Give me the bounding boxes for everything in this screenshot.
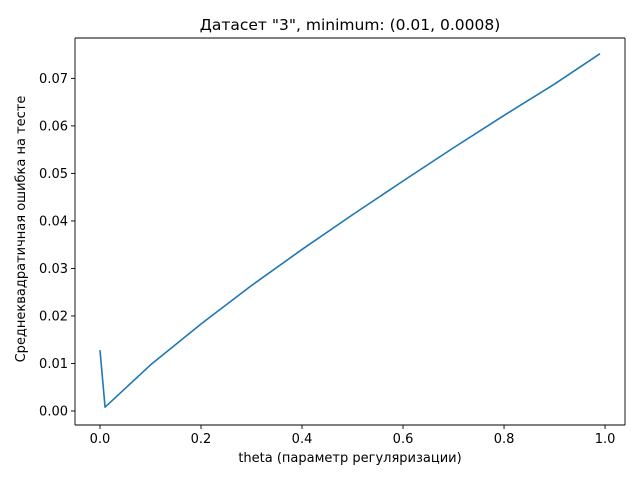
y-tick-label: 0.06 xyxy=(39,119,68,134)
y-tick-label: 0.05 xyxy=(39,167,68,182)
x-axis: 0.0 0.2 0.4 0.6 0.8 1.0 xyxy=(90,425,616,447)
y-tick-label: 0.03 xyxy=(39,262,68,277)
x-tick-label: 0.8 xyxy=(494,432,515,447)
y-tick-label: 0.04 xyxy=(39,214,68,229)
y-tick-label: 0.02 xyxy=(39,309,68,324)
y-axis-label: Среднеквадратичная ошибка на тесте xyxy=(14,96,29,363)
x-tick-label: 0.2 xyxy=(191,432,212,447)
x-tick-label: 0.0 xyxy=(90,432,111,447)
x-tick-label: 0.4 xyxy=(292,432,313,447)
plot-area xyxy=(74,37,626,426)
y-tick-label: 0.07 xyxy=(39,72,68,87)
y-tick-label: 0.01 xyxy=(39,357,68,372)
x-tick-label: 1.0 xyxy=(595,432,616,447)
y-tick-label: 0.00 xyxy=(39,404,68,419)
x-axis-label: theta (параметр регуляризации) xyxy=(238,451,461,466)
x-tick-label: 0.6 xyxy=(393,432,414,447)
chart-title: Датасет "3", minimum: (0.01, 0.0008) xyxy=(200,16,501,34)
y-axis: 0.00 0.01 0.02 0.03 0.04 0.05 0.06 0.07 xyxy=(39,72,75,419)
series-line-0 xyxy=(99,53,601,408)
